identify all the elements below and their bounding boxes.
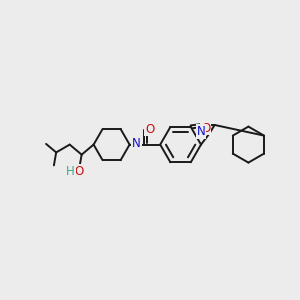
Text: O: O [146, 122, 154, 136]
Text: N: N [196, 125, 206, 138]
Text: O: O [201, 122, 210, 134]
Text: H: H [66, 165, 75, 178]
Text: O: O [74, 165, 84, 178]
Text: N: N [132, 136, 141, 150]
